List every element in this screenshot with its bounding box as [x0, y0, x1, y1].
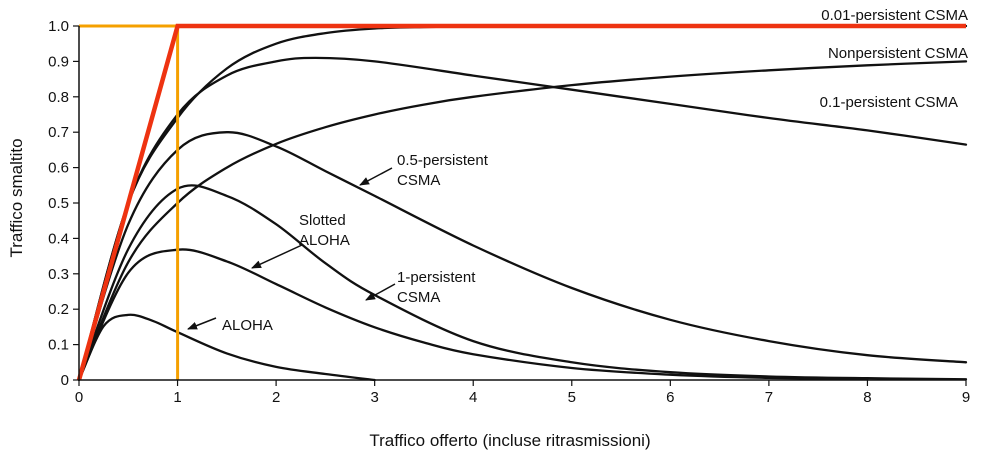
curve-1-persistent-csma	[77, 184, 968, 382]
label-arrow	[365, 283, 396, 301]
curve-0-5-persistent-csma	[77, 131, 968, 382]
y-tick-label: 0.8	[48, 89, 69, 106]
label-arrow	[187, 317, 217, 330]
y-tick-label: 0.1	[48, 337, 69, 354]
y-tick-label: 0.7	[48, 124, 69, 141]
x-tick-label: 2	[272, 389, 280, 406]
curve-label-0-5-persistent-csma: 0.5-persistent CSMA	[359, 152, 489, 189]
reference-layer	[76, 23, 966, 381]
axes-layer: 0 1 2 3 4 5 6 7 8 9 0 0.1 0.2 0.3 0.4 0.5 0.6 0.7 0.8 0.9 1.…	[48, 18, 970, 406]
curve-label-0-1-persistent-csma: 0.1-persistent CSMA	[820, 94, 958, 111]
curve-label-slotted-aloha: Slotted ALOHA	[251, 212, 350, 269]
x-tick-label: 6	[666, 389, 674, 406]
y-tick-label: 0.5	[48, 195, 69, 212]
x-tick-label: 5	[568, 389, 576, 406]
y-axis-title: Traffico smaltito	[7, 138, 26, 257]
curve-label-nonpersistent-csma: Nonpersistent CSMA	[828, 45, 968, 62]
curve-label-aloha: ALOHA	[187, 317, 273, 334]
curve-label-0-01-persistent-csma: 0.01-persistent CSMA	[821, 7, 968, 24]
curve-0-01-persistent-csma	[77, 24, 968, 382]
y-tick-label: 0.6	[48, 160, 69, 177]
y-tick-label: 0.2	[48, 301, 69, 318]
y-tick-label: 0.4	[48, 230, 69, 247]
y-tick-label: 1.0	[48, 18, 69, 35]
curve-label-text: Slotted ALOHA	[299, 212, 350, 249]
x-tick-label: 7	[765, 389, 773, 406]
x-tick-label: 1	[173, 389, 181, 406]
x-tick-label: 4	[469, 389, 477, 406]
curve-label-text: 0.5-persistent CSMA	[397, 152, 489, 189]
x-tick-label: 9	[962, 389, 970, 406]
curve-label-1-persistent-csma: 1-persistent CSMA	[365, 269, 476, 306]
label-arrow	[359, 167, 393, 186]
y-tick-label: 0.3	[48, 266, 69, 283]
curve-label-text: 1-persistent CSMA	[397, 269, 476, 306]
curve-label-text: 0.01-persistent CSMA	[821, 7, 968, 24]
x-tick-label: 3	[370, 389, 378, 406]
curve-label-text: 0.1-persistent CSMA	[820, 94, 958, 111]
ideal-throughput-line	[76, 23, 966, 381]
x-tick-label: 8	[863, 389, 871, 406]
curve-labels: 0.01-persistent CSMA Nonpersistent CSMA 0.…	[187, 7, 968, 334]
curve-0-1-persistent-csma	[77, 56, 968, 382]
x-axis-title: Traffico offerto (incluse ritrasmissioni…	[369, 431, 650, 450]
curve-label-text: Nonpersistent CSMA	[828, 45, 968, 62]
y-tick-label: 0	[61, 372, 69, 389]
x-tick-label: 0	[75, 389, 83, 406]
curves-layer	[77, 24, 968, 382]
label-arrow	[251, 244, 303, 269]
y-tick-label: 0.9	[48, 53, 69, 70]
curve-label-text: ALOHA	[222, 317, 273, 334]
